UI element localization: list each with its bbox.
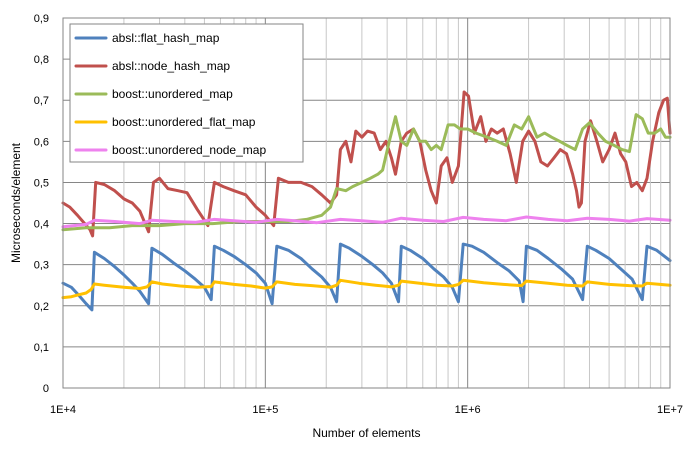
x-tick-labels: 1E+4 1E+5 1E+6 1E+7 — [50, 404, 683, 416]
legend: absl::flat_hash_mapabsl::node_hash_mapbo… — [69, 23, 304, 163]
y-tick-label: 0 — [43, 383, 49, 395]
legend-label-boost-unordered-node-map: boost::unordered_node_map — [112, 143, 266, 157]
y-tick-label: 0,2 — [34, 301, 49, 313]
x-tick-label: 1E+5 — [252, 404, 278, 416]
plot-border — [62, 17, 671, 389]
x-tick-label: 1E+4 — [50, 404, 76, 416]
y-tick-label: 0,4 — [34, 219, 49, 231]
y-tick-label: 0,9 — [34, 13, 49, 25]
legend-label-absl-node-hash-map: absl::node_hash_map — [112, 59, 230, 73]
legend-label-absl-flat-hash-map: absl::flat_hash_map — [112, 31, 220, 45]
series-line-boost-unordered-flat-map — [61, 278, 672, 300]
y-tick-label: 0,5 — [34, 177, 49, 189]
series-line-boost-unordered-map — [61, 113, 672, 232]
x-axis-title: Number of elements — [312, 426, 420, 440]
y-tick-label: 0,1 — [34, 342, 49, 354]
legend-label-boost-unordered-map: boost::unordered_map — [112, 87, 233, 101]
series-group — [61, 90, 672, 312]
y-tick-label: 0,8 — [34, 54, 49, 66]
legend-label-boost-unordered-flat-map: boost::unordered_flat_map — [112, 115, 256, 129]
x-tick-label: 1E+6 — [455, 404, 481, 416]
series-line-boost-unordered-node-map — [61, 215, 672, 229]
y-tick-label: 0,3 — [34, 260, 49, 272]
y-tick-labels: 0 0,1 0,2 0,3 0,4 0,5 0,6 0,7 0,8 0,9 — [34, 13, 49, 395]
legend-box — [69, 23, 304, 163]
x-tick-label: 1E+7 — [657, 404, 683, 416]
y-tick-label: 0,6 — [34, 136, 49, 148]
y-tick-label: 0,7 — [34, 95, 49, 107]
y-axis-title: Microseconds/element — [9, 142, 23, 263]
